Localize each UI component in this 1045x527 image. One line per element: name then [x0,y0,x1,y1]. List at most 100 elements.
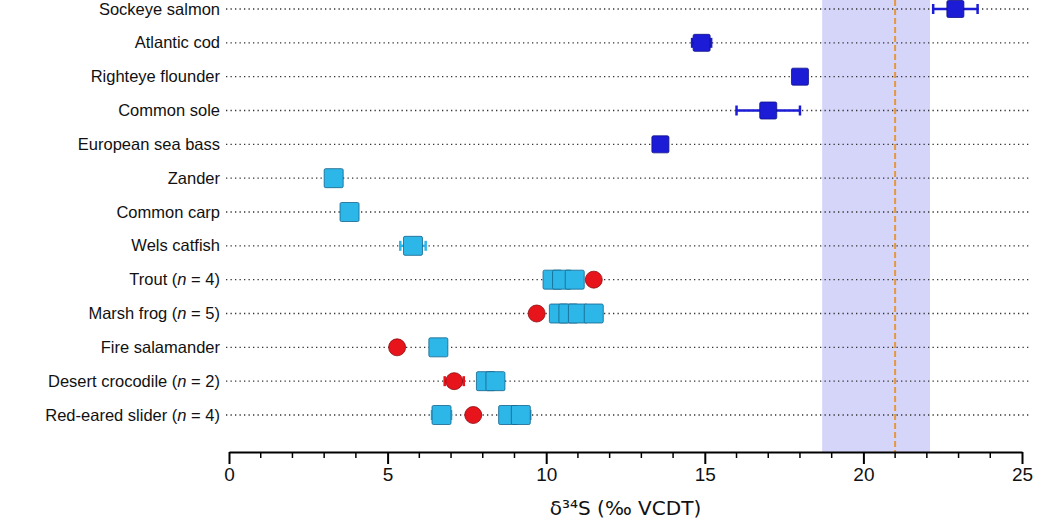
minor-tick [958,452,960,458]
marker [693,34,710,51]
tick: 25 [1012,452,1033,485]
tick: 15 [695,452,716,485]
row-guide [226,144,1030,145]
marker [446,373,463,390]
category-label: European sea bass [78,135,220,153]
x-axis-title: δ³⁴S (‰ VCDT) [550,496,701,520]
row-guide [226,76,1030,77]
x-axis-line [230,452,1023,454]
category-label: Red-eared slider (n = 4) [45,406,220,424]
minor-tick [672,452,674,458]
marker [389,339,406,356]
minor-tick [419,452,421,458]
error-cap [424,241,427,251]
tick: 20 [853,452,874,485]
marker [528,305,545,322]
category-label: Trout (n = 4) [129,270,220,288]
error-cap [735,106,738,116]
category-label: Marsh frog (n = 5) [88,304,220,322]
row-guide [226,110,1030,111]
marker [760,102,777,119]
row-guide [226,245,1030,246]
minor-tick [926,452,928,458]
row-guides [226,9,1030,415]
minor-tick [577,452,579,458]
category-label: Desert crocodile (n = 2) [48,372,220,390]
error-cap [976,4,979,14]
row-guide [226,414,1030,415]
minor-tick [482,452,484,458]
tick-label: 15 [695,464,716,485]
minor-tick [260,452,262,458]
category-label: Atlantic cod [135,33,220,51]
tick-mark [546,452,548,464]
marker [403,236,422,255]
tick-label: 25 [1012,464,1033,485]
category-label: Fire salamander [101,338,221,356]
tick-mark [863,452,865,464]
category-label: Sockeye salmon [99,0,220,18]
reference-line [894,0,896,452]
plot-area [324,1,977,425]
row-guide [226,313,1030,314]
markers [324,1,964,425]
minor-ticks [261,452,991,458]
minor-tick [799,452,801,458]
error-cap [932,4,935,14]
marker [584,304,603,323]
marker [340,203,359,222]
tick-mark [387,452,389,464]
minor-tick [641,452,643,458]
minor-tick [450,452,452,458]
marker [432,406,451,425]
minor-tick [831,452,833,458]
tick-mark [1022,452,1024,464]
category-label: Wels catfish [131,236,220,254]
error-cap [399,241,402,251]
x-axis: 0 5 10 15 20 25 [224,452,1033,485]
row-guide [226,42,1030,43]
category-label: Common carp [116,203,220,221]
marker [947,1,964,18]
marker [486,372,505,391]
tick: 10 [536,452,557,485]
row-guide [226,279,1030,280]
minor-tick [292,452,294,458]
tick-label: 10 [536,464,557,485]
marker [565,270,584,289]
tick-label: 20 [853,464,874,485]
tick: 5 [383,452,394,485]
minor-tick [990,452,992,458]
minor-tick [767,452,769,458]
background [822,0,930,452]
row-guide [226,381,1030,382]
row-guide [226,347,1030,348]
minor-tick [355,452,357,458]
tick-label: 5 [383,464,394,485]
tick-label: 0 [224,464,235,485]
minor-tick [609,452,611,458]
marker [324,169,343,188]
minor-tick [736,452,738,458]
tick: 0 [224,452,235,485]
marker [652,136,669,153]
band [822,0,930,452]
tick-mark [704,452,706,464]
row-guide [226,8,1030,9]
marker [511,406,530,425]
marker [465,407,482,424]
error-cap [799,106,802,116]
minor-tick [514,452,516,458]
category-label: Common sole [118,101,220,119]
category-label: Righteye flounder [91,67,221,85]
marker [429,338,448,357]
category-labels: Sockeye salmon Atlantic cod Righteye floun… [45,0,220,424]
chart: Sockeye salmon Atlantic cod Righteye floun… [0,0,1045,527]
marker [585,271,602,288]
category-label: Zander [168,169,221,187]
marker [791,68,808,85]
minor-tick [894,452,896,458]
tick-mark [229,452,231,464]
minor-tick [323,452,325,458]
row-guide [226,178,1030,179]
